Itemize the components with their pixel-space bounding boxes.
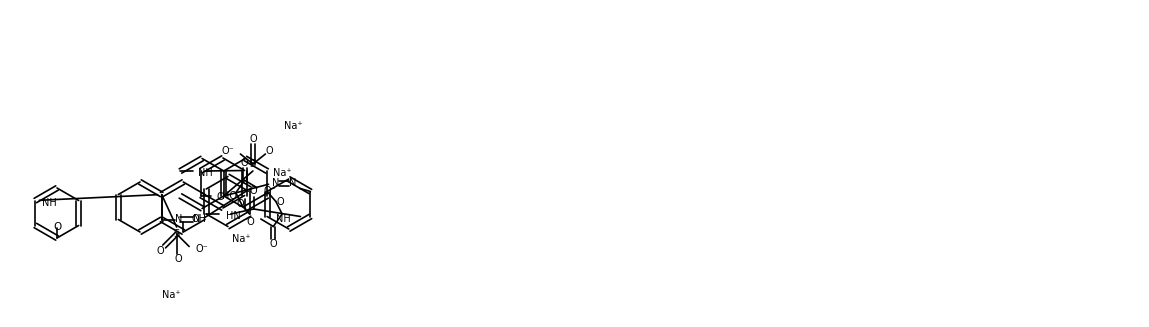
Text: O: O bbox=[241, 158, 248, 168]
Text: Na⁺: Na⁺ bbox=[162, 289, 180, 300]
Text: N: N bbox=[290, 179, 296, 188]
Text: S: S bbox=[249, 159, 256, 169]
Text: O: O bbox=[156, 246, 164, 255]
Text: O: O bbox=[250, 186, 257, 197]
Text: O: O bbox=[276, 197, 284, 207]
Text: O: O bbox=[249, 134, 256, 144]
Text: O⁻: O⁻ bbox=[195, 245, 208, 254]
Text: O⁻: O⁻ bbox=[263, 186, 276, 196]
Text: Na⁺: Na⁺ bbox=[232, 234, 250, 244]
Text: NH: NH bbox=[276, 214, 291, 223]
Text: O: O bbox=[216, 193, 224, 202]
Text: O: O bbox=[237, 199, 245, 209]
Text: ⁻O: ⁻O bbox=[242, 217, 255, 227]
Text: O: O bbox=[53, 222, 61, 232]
Text: N: N bbox=[176, 215, 183, 225]
Text: NH: NH bbox=[43, 198, 57, 208]
Text: S: S bbox=[173, 229, 179, 239]
Text: Na⁺: Na⁺ bbox=[272, 168, 292, 178]
Text: Na⁺: Na⁺ bbox=[284, 121, 302, 131]
Text: OH: OH bbox=[191, 215, 207, 225]
Text: N: N bbox=[193, 215, 200, 225]
Text: NH: NH bbox=[198, 168, 213, 178]
Text: HO: HO bbox=[223, 191, 238, 201]
Text: O: O bbox=[265, 146, 273, 156]
Text: HN: HN bbox=[226, 211, 241, 221]
Text: O⁻: O⁻ bbox=[222, 146, 234, 156]
Text: O: O bbox=[270, 239, 277, 249]
Text: N: N bbox=[271, 179, 279, 188]
Text: O: O bbox=[175, 254, 183, 264]
